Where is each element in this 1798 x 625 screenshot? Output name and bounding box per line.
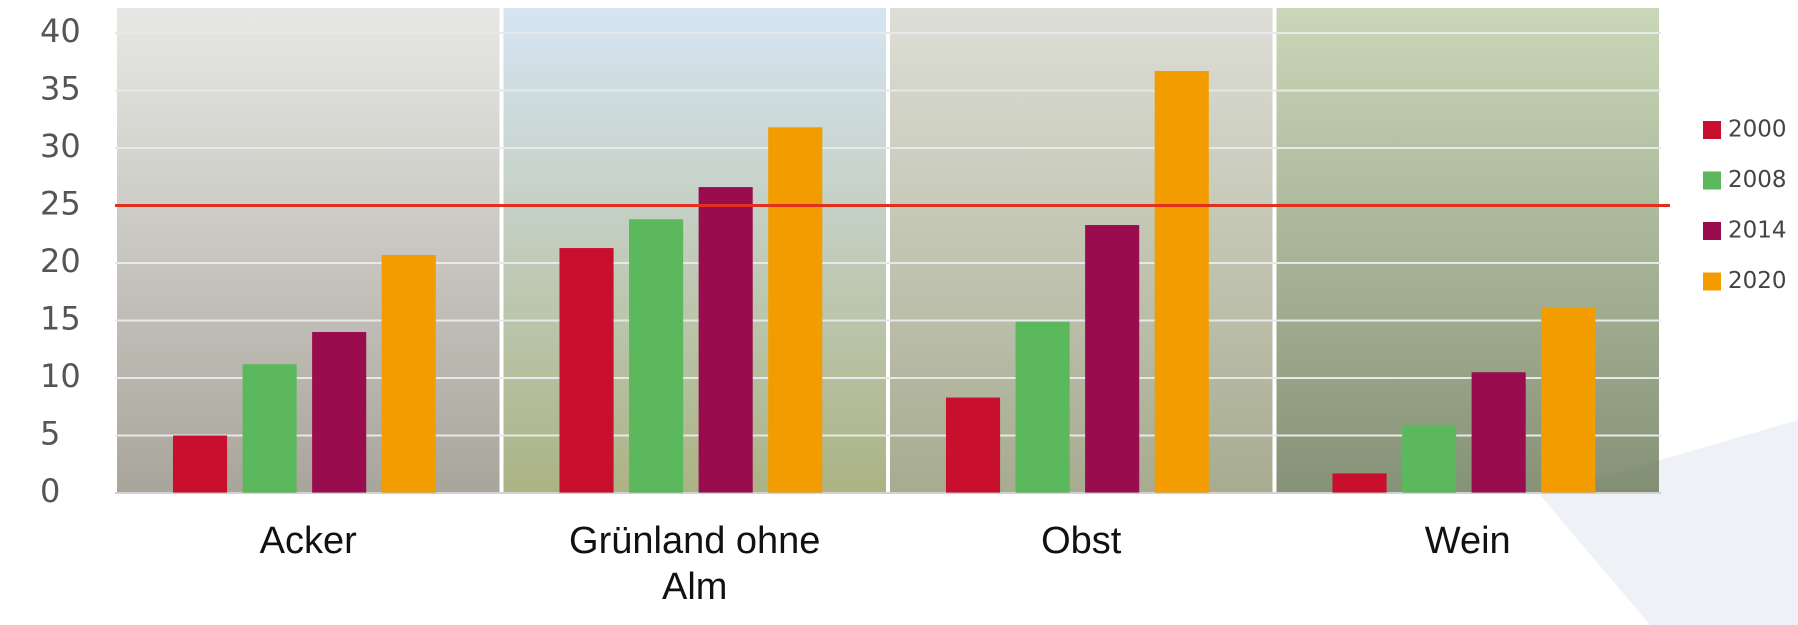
x-tick-label: Wein [1424, 520, 1511, 562]
bar [172, 435, 228, 493]
bar [1154, 70, 1209, 493]
legend-label: 2008 [1728, 167, 1787, 193]
bar [1541, 307, 1596, 493]
panel-background [1276, 8, 1659, 493]
bar [629, 219, 684, 494]
panel-background [117, 8, 500, 493]
bar [698, 187, 753, 493]
y-tick-label: 20 [40, 242, 81, 280]
legend-swatch [1703, 121, 1721, 139]
y-tick-label: 0 [40, 472, 60, 510]
x-tick-label: Grünland ohne Alm [569, 520, 821, 608]
x-tick-label: Acker [259, 520, 357, 562]
bar [1015, 321, 1070, 493]
y-tick-label: 15 [40, 300, 81, 338]
legend-label: 2014 [1728, 218, 1787, 244]
bar [768, 127, 823, 494]
bar [559, 248, 614, 493]
bar [1085, 225, 1140, 494]
decoration [1540, 420, 1798, 625]
bar [381, 254, 436, 493]
legend-swatch [1703, 171, 1721, 190]
legend-label: 2020 [1728, 268, 1787, 294]
x-tick-label: Obst [1041, 520, 1122, 562]
bar [1402, 425, 1457, 493]
bar [1332, 473, 1387, 493]
bar [312, 332, 367, 493]
legend-swatch [1703, 222, 1721, 240]
bar [242, 364, 297, 493]
legend-swatch [1703, 272, 1721, 291]
y-tick-label: 25 [40, 185, 81, 223]
y-tick-label: 30 [40, 127, 81, 165]
y-tick-label: 35 [40, 70, 81, 108]
y-tick-label: 40 [40, 12, 81, 50]
legend-label: 2000 [1728, 117, 1787, 143]
y-tick-label: 5 [40, 415, 60, 453]
bar [945, 397, 1001, 493]
y-tick-label: 10 [40, 357, 81, 395]
bar [1471, 372, 1526, 493]
